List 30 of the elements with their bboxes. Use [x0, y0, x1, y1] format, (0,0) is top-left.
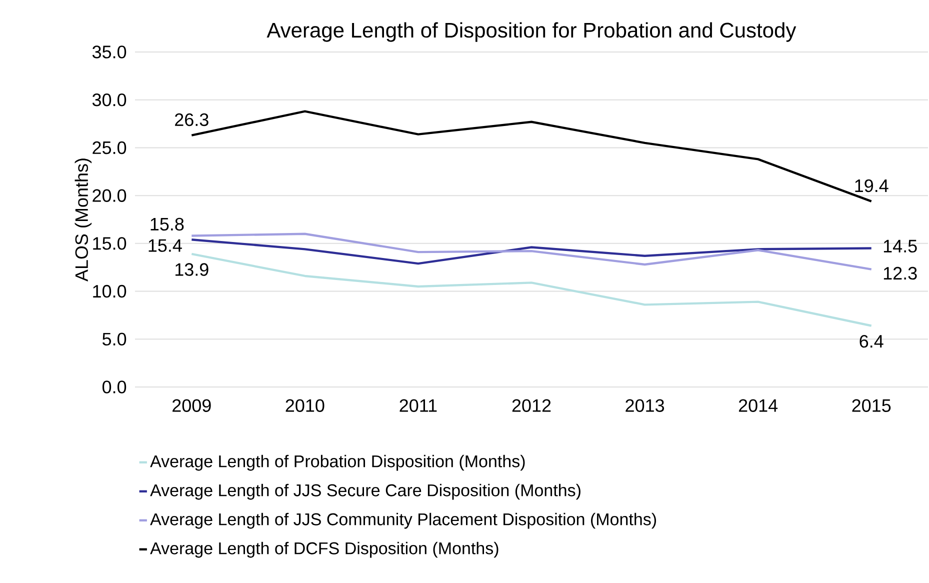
y-tick-label: 15.0	[93, 237, 126, 250]
y-tick-label: 25.0	[92, 141, 126, 154]
legend-label: Average Length of JJS Secure Care Disposition (Months)	[150, 484, 580, 500]
y-axis-title: ALOS (Months)	[74, 158, 92, 282]
x-tick-label: 2015	[852, 399, 891, 412]
line-series	[190, 238, 872, 265]
data-label: 6.4	[860, 334, 884, 348]
legend-label: Average Length of Probation Disposition (Months)	[150, 454, 525, 471]
y-tick-label: 0.0	[102, 380, 126, 394]
data-label: 12.3	[884, 266, 917, 280]
y-tick-label: 5.0	[102, 332, 126, 346]
legend-label: Average Length of DCFS Disposition (Months)	[150, 542, 498, 558]
x-tick-label: 2014	[738, 399, 778, 412]
data-label: 14.5	[884, 240, 917, 252]
data-label: 15.4	[148, 239, 182, 252]
x-tick-label: 2012	[512, 399, 551, 412]
data-label: 15.8	[150, 218, 184, 231]
x-tick-label: 2011	[400, 399, 437, 412]
data-label: 13.9	[176, 263, 208, 276]
legend-label: Average Length of JJS Community Placement Disposition (Months)	[150, 512, 656, 529]
x-tick-label: 2009	[172, 399, 211, 412]
data-label: 26.3	[175, 113, 208, 126]
chart-title: Average Length of Disposition for Probation and Custody	[266, 22, 796, 42]
x-tick-label: 2013	[626, 399, 664, 412]
data-label: 19.4	[855, 179, 888, 192]
y-tick-label: 30.0	[92, 93, 126, 106]
y-tick-label: 35.0	[92, 46, 126, 58]
x-tick-label: 2010	[286, 399, 324, 412]
y-tick-label: 20.0	[92, 189, 126, 202]
y-tick-label: 10.0	[93, 284, 126, 298]
